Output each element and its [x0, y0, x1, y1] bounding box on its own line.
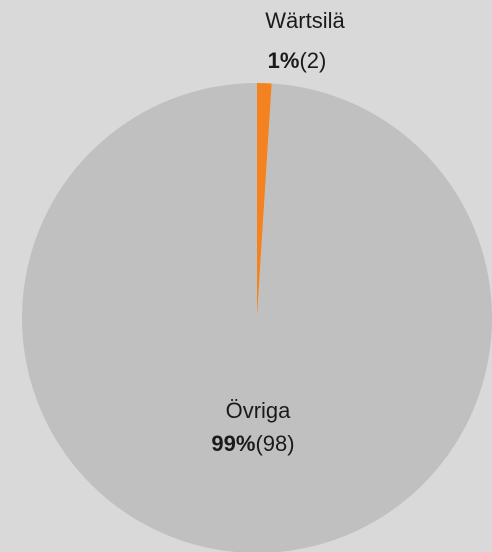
percent-label: 99%	[211, 431, 255, 456]
count-label: (98)	[255, 431, 294, 456]
count-label: (2)	[299, 48, 326, 73]
slice-label: Övriga	[226, 398, 292, 423]
percent-label: 1%	[268, 48, 300, 73]
slice-label: Wärtsilä	[265, 8, 345, 33]
slice-value: 1%(2)	[268, 48, 327, 73]
pie-slice	[257, 83, 272, 318]
slice-value: 99%(98)	[211, 431, 294, 456]
pie-slice	[22, 83, 492, 552]
